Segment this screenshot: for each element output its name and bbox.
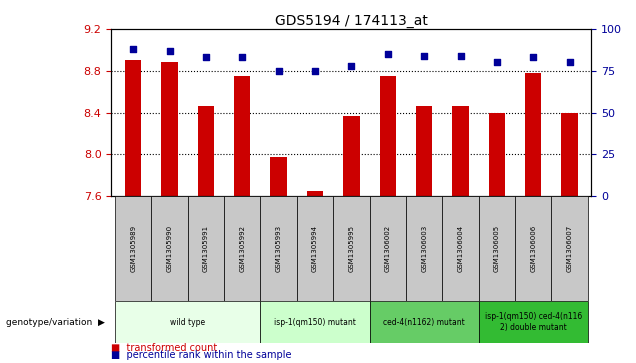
Text: GSM1306006: GSM1306006 [530, 225, 536, 272]
Text: GSM1306002: GSM1306002 [385, 225, 391, 272]
Point [528, 54, 538, 60]
Text: ■  transformed count: ■ transformed count [111, 343, 218, 353]
Bar [479, 301, 588, 343]
Text: GSM1305995: GSM1305995 [349, 225, 354, 272]
Bar [307, 191, 323, 196]
Point [455, 53, 466, 59]
Bar [333, 196, 370, 301]
Bar [115, 301, 261, 343]
Text: genotype/variation  ▶: genotype/variation ▶ [6, 318, 105, 327]
Text: GSM1305992: GSM1305992 [239, 225, 245, 272]
Bar [162, 62, 177, 196]
Bar [488, 113, 505, 196]
Bar [479, 196, 515, 301]
Text: GSM1306005: GSM1306005 [494, 225, 500, 272]
Bar [442, 196, 479, 301]
Point [347, 63, 357, 69]
Bar [198, 106, 214, 196]
Title: GDS5194 / 174113_at: GDS5194 / 174113_at [275, 14, 428, 28]
Bar [125, 60, 141, 196]
Text: GSM1306004: GSM1306004 [457, 225, 464, 272]
Bar [297, 196, 333, 301]
Bar [188, 196, 224, 301]
Text: GSM1305994: GSM1305994 [312, 225, 318, 272]
Bar [261, 301, 370, 343]
Text: GSM1305991: GSM1305991 [203, 225, 209, 272]
Bar [525, 73, 541, 196]
Point [492, 60, 502, 65]
Bar [406, 196, 442, 301]
Point [165, 48, 175, 54]
Text: GSM1305989: GSM1305989 [130, 225, 136, 272]
Point [128, 46, 138, 52]
Bar [416, 106, 432, 196]
Bar [515, 196, 551, 301]
Text: wild type: wild type [170, 318, 205, 327]
Text: ced-4(n1162) mutant: ced-4(n1162) mutant [384, 318, 465, 327]
Point [237, 54, 247, 60]
Bar [370, 301, 479, 343]
Bar [151, 196, 188, 301]
Bar [370, 196, 406, 301]
Point [565, 60, 575, 65]
Bar [343, 116, 359, 196]
Text: GSM1305990: GSM1305990 [167, 225, 172, 272]
Point [419, 53, 429, 59]
Bar [452, 106, 469, 196]
Text: GSM1306003: GSM1306003 [421, 225, 427, 272]
Point [383, 51, 393, 57]
Bar [270, 158, 287, 196]
Text: GSM1305993: GSM1305993 [275, 225, 282, 272]
Bar [115, 196, 151, 301]
Point [310, 68, 320, 74]
Point [201, 54, 211, 60]
Text: GSM1306007: GSM1306007 [567, 225, 572, 272]
Bar [261, 196, 297, 301]
Bar [234, 76, 251, 196]
Point [273, 68, 284, 74]
Text: isp-1(qm150) ced-4(n116
2) double mutant: isp-1(qm150) ced-4(n116 2) double mutant [485, 313, 582, 332]
Bar [224, 196, 261, 301]
Bar [380, 76, 396, 196]
Bar [562, 113, 578, 196]
Bar [551, 196, 588, 301]
Text: isp-1(qm150) mutant: isp-1(qm150) mutant [274, 318, 356, 327]
Text: ■  percentile rank within the sample: ■ percentile rank within the sample [111, 350, 292, 360]
